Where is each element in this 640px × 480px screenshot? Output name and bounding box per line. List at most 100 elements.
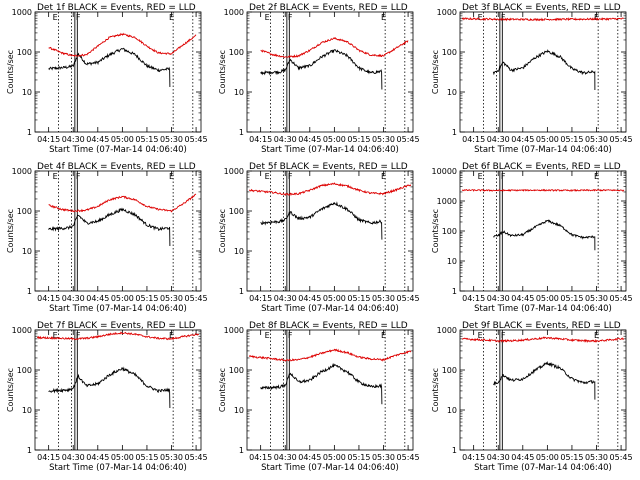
panel-title: Det 9f BLACK = Events, RED = LLD (462, 321, 621, 331)
plot-frame (459, 329, 627, 451)
y-tick-label: 1 (452, 287, 457, 296)
x-tick-label: 04:15 (249, 453, 272, 462)
x-tick-label: 05:45 (185, 294, 208, 303)
x-tick-label: 04:15 (37, 453, 60, 462)
y-axis-label: Counts/sec (431, 368, 440, 412)
chart-panel-8: Det 8f BLACK = Events, RED = LLD 1 10 100 10… (218, 321, 420, 473)
event-marker-label: E (169, 13, 174, 22)
y-tick-label: 10 (234, 88, 244, 97)
chart-panel-3: Det 3f BLACK = Events, RED = LLD 1 10 100 10… (431, 3, 633, 155)
x-tick-label: 04:15 (249, 135, 272, 144)
y-tick-label: 10 (447, 257, 457, 266)
x-tick-label: 05:30 (372, 453, 395, 462)
x-axis-label: Start Time (07-Mar-14 04:06:40) (261, 304, 399, 314)
event-marker-label: E (381, 172, 386, 181)
y-tick-label: 1000 (224, 8, 244, 17)
plot-frame (34, 170, 202, 292)
x-tick-label: 04:30 (62, 135, 85, 144)
x-tick-label: 05:45 (397, 453, 420, 462)
plot-frame (459, 170, 627, 292)
x-tick-label: 05:30 (585, 294, 608, 303)
event-marker-label: E (478, 331, 483, 340)
series-line-events (48, 366, 171, 409)
chart-panel-2: Det 2f BLACK = Events, RED = LLD 1 10 100 10… (218, 3, 420, 155)
y-tick-label: 100 (229, 366, 244, 375)
x-tick-label: 04:30 (274, 135, 297, 144)
series-line-lld (248, 348, 412, 362)
x-tick-label: 04:45 (511, 135, 534, 144)
x-tick-label: 05:45 (610, 453, 633, 462)
y-tick-label: 100 (442, 227, 457, 236)
x-tick-label: 04:30 (274, 453, 297, 462)
y-tick-label: 1000 (224, 326, 244, 335)
chart-panel-1: Det 1f BLACK = Events, RED = LLD 1 10 100 10… (6, 3, 208, 155)
x-tick-label: 05:15 (560, 453, 583, 462)
event-marker-label: E (53, 13, 58, 22)
x-tick-label: 04:45 (511, 294, 534, 303)
y-tick-label: 1000 (12, 8, 32, 17)
event-marker-label: F (501, 331, 506, 340)
x-tick-label: 05:15 (135, 453, 158, 462)
event-marker-label: F (76, 13, 81, 22)
y-axis-label: Counts/sec (431, 50, 440, 94)
event-marker-label: E (594, 331, 599, 340)
x-tick-label: 05:30 (160, 294, 183, 303)
y-axis-label: Counts/sec (6, 368, 15, 412)
event-marker-label: F (501, 172, 506, 181)
x-axis-label: Start Time (07-Mar-14 04:06:40) (474, 304, 612, 314)
series-line-lld (36, 331, 200, 341)
series-line-lld (248, 182, 412, 197)
chart-panel-7: Det 7f BLACK = Events, RED = LLD 1 10 100 10… (6, 321, 208, 473)
x-tick-label: 05:15 (135, 294, 158, 303)
x-tick-label: 04:30 (62, 294, 85, 303)
x-tick-label: 05:30 (160, 135, 183, 144)
plot-frame (34, 11, 202, 133)
x-tick-label: 05:45 (610, 294, 633, 303)
series-line-events (48, 47, 171, 88)
chart-panel-5: Det 5f BLACK = Events, RED = LLD 1 10 100 10… (218, 162, 420, 314)
x-tick-label: 05:45 (185, 453, 208, 462)
y-axis-label: Counts/sec (218, 368, 227, 412)
event-marker-label: E (381, 331, 386, 340)
y-tick-label: 10 (234, 247, 244, 256)
series-line-events (493, 361, 596, 400)
chart-panel-9: Det 9f BLACK = Events, RED = LLD 1 10 100 10… (431, 321, 633, 473)
y-axis-label: Counts/sec (218, 50, 227, 94)
x-tick-label: 04:45 (511, 453, 534, 462)
event-marker-label: E (381, 13, 386, 22)
x-tick-label: 04:45 (298, 135, 321, 144)
x-tick-label: 04:30 (487, 135, 510, 144)
y-tick-label: 10 (22, 247, 32, 256)
x-tick-label: 04:45 (86, 453, 109, 462)
event-marker-label: F (288, 172, 293, 181)
x-tick-label: 05:45 (185, 135, 208, 144)
y-tick-label: 1000 (224, 167, 244, 176)
event-marker-label: E (265, 13, 270, 22)
x-tick-label: 05:30 (585, 135, 608, 144)
x-tick-label: 04:45 (298, 294, 321, 303)
y-tick-label: 100 (442, 48, 457, 57)
series-line-events (48, 207, 171, 247)
y-axis-label: Counts/sec (431, 209, 440, 253)
y-tick-label: 1 (27, 446, 32, 455)
event-marker-label: E (265, 172, 270, 181)
x-tick-label: 04:30 (62, 453, 85, 462)
x-tick-label: 05:15 (347, 135, 370, 144)
x-tick-label: 05:00 (111, 135, 134, 144)
x-tick-label: 04:30 (274, 294, 297, 303)
event-marker-label: E (478, 13, 483, 22)
series-line-lld (260, 37, 409, 59)
panel-title: Det 1f BLACK = Events, RED = LLD (37, 3, 196, 13)
y-tick-label: 10000 (432, 167, 457, 176)
event-marker-label: E (53, 331, 58, 340)
chart-panel-4: Det 4f BLACK = Events, RED = LLD 1 10 100 10… (6, 162, 208, 314)
x-tick-label: 04:15 (462, 135, 485, 144)
event-marker-label: F (288, 13, 293, 22)
y-tick-label: 100 (229, 207, 244, 216)
x-tick-label: 04:45 (86, 135, 109, 144)
x-tick-label: 05:00 (323, 453, 346, 462)
y-tick-label: 100 (442, 366, 457, 375)
y-tick-label: 10 (22, 406, 32, 415)
event-marker-label: E (53, 172, 58, 181)
